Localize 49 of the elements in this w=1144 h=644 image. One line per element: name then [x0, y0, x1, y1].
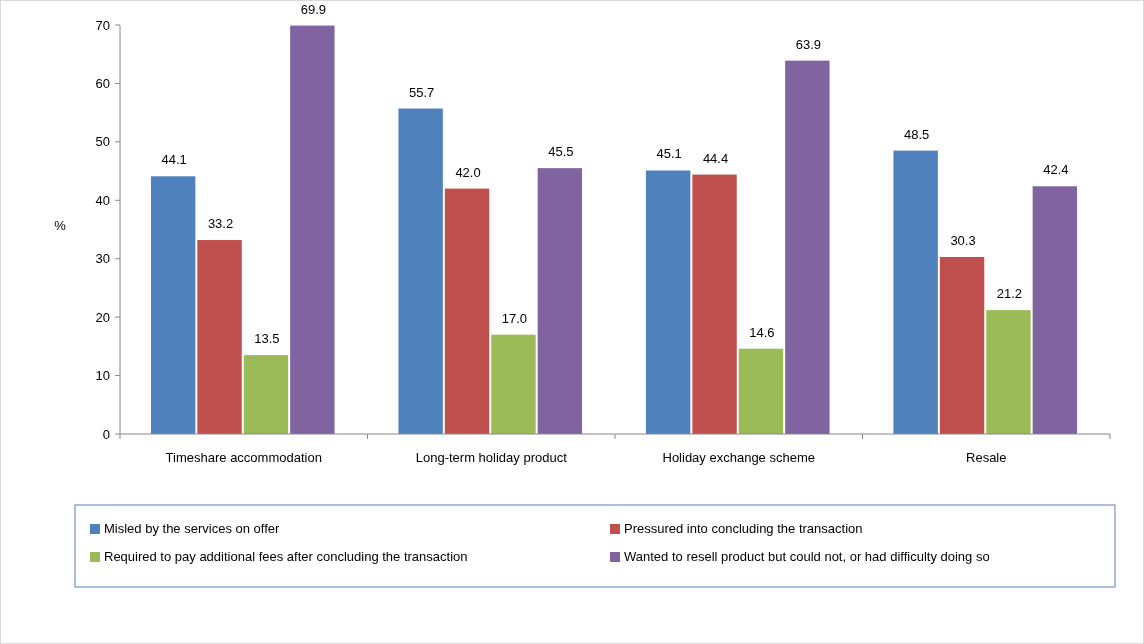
y-tick-label: 50	[95, 134, 110, 150]
y-tick-label: 70	[95, 17, 110, 33]
x-tick-label: Resale	[966, 450, 1007, 465]
x-tick-label: Long-term holiday product	[415, 450, 568, 465]
x-tick-label: Timeshare accommodation	[165, 450, 322, 465]
data-label: 42.0	[455, 164, 481, 180]
data-label: 69.9	[300, 1, 327, 17]
data-label: 33.2	[207, 216, 234, 232]
y-tick-label: 40	[95, 192, 110, 208]
data-label: 45.5	[548, 144, 574, 160]
data-label: 14.6	[749, 324, 775, 340]
y-axis-title: %	[54, 217, 67, 233]
data-label: 21.2	[996, 286, 1023, 302]
legend-label: Wanted to resell product but could not, or had difficulty doing so	[624, 548, 990, 564]
bar	[939, 256, 985, 434]
legend-label: Misled by the services on offer	[104, 520, 281, 536]
data-label: 55.7	[408, 84, 435, 100]
bar	[491, 334, 536, 434]
bar	[738, 348, 784, 434]
bar	[150, 176, 196, 434]
bar	[444, 188, 490, 434]
data-label: 13.5	[254, 331, 280, 347]
y-tick-label: 10	[95, 368, 110, 384]
bar	[893, 150, 938, 434]
legend-label: Pressured into concluding the transaction	[624, 520, 863, 536]
bar	[290, 25, 335, 434]
data-label: 44.4	[702, 150, 729, 166]
data-label: 17.0	[501, 310, 528, 326]
data-label: 63.9	[795, 36, 822, 52]
data-label: 44.1	[161, 152, 187, 168]
data-label: 42.4	[1043, 162, 1069, 178]
bar	[537, 168, 583, 434]
bar	[785, 60, 830, 434]
legend-label: Required to pay additional fees after concluding the transaction	[104, 548, 468, 564]
bar	[243, 355, 289, 434]
bar	[692, 174, 737, 434]
y-tick-label: 0	[102, 426, 110, 442]
y-tick-label: 30	[95, 251, 110, 267]
y-tick-label: 20	[95, 309, 110, 325]
bar	[1032, 186, 1078, 434]
x-tick-label: Holiday exchange scheme	[662, 450, 815, 465]
bar	[398, 108, 443, 434]
data-label: 30.3	[950, 232, 976, 248]
bar	[645, 170, 691, 434]
data-label: 45.1	[656, 146, 682, 162]
bar	[197, 240, 242, 434]
data-label: 48.5	[903, 126, 930, 142]
y-tick-label: 60	[95, 75, 110, 91]
bar	[986, 310, 1031, 434]
